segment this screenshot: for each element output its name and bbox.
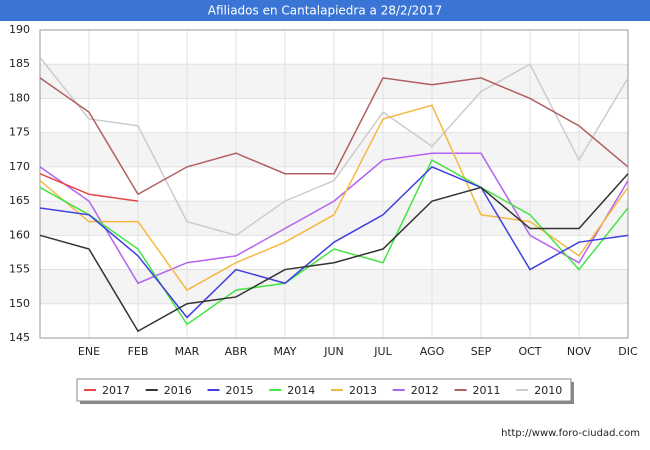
title-bar [0,0,650,21]
legend-label: 2017 [102,384,130,397]
chart-title: Afiliados en Cantalapiedra a 28/2/2017 [208,4,442,18]
line-series [39,56,629,237]
y-tick-label: 165 [9,194,30,207]
line-series [39,173,139,202]
x-tick-label: JUL [373,345,392,358]
line-series [39,152,629,285]
x-tick-label: NOV [567,345,592,358]
legend-label: 2010 [534,384,562,397]
plot-border [39,29,629,339]
y-tick-label: 185 [9,57,30,70]
x-tick-label: SEP [471,345,492,358]
x-tick-label: OCT [518,345,541,358]
x-tick-label: MAR [175,345,200,358]
line-series [39,77,629,196]
legend-label: 2015 [226,384,254,397]
y-tick-label: 160 [9,228,30,241]
legend-label: 2011 [473,384,501,397]
x-tick-label: FEB [128,345,149,358]
legend-label: 2016 [164,384,192,397]
y-tick-label: 175 [9,126,30,139]
source: http://www.foro-ciudad.com [501,428,640,439]
x-tick-label: ENE [78,345,100,358]
legend-label: 2012 [411,384,439,397]
y-tick-label: 145 [9,331,30,344]
line-series [39,158,629,326]
line-series [39,173,629,333]
x-tick-label: MAY [274,345,297,358]
y-tick-label: 155 [9,263,30,276]
x-tick-label: ABR [225,345,248,358]
x-tick-label: JUN [323,345,344,358]
line-series [39,166,629,319]
x-tick-label: DIC [618,345,638,358]
x-tick-label: AGO [420,345,445,358]
y-tick-label: 150 [9,297,30,310]
y-tick-label: 170 [9,160,30,173]
legend-box [76,378,572,402]
legend-label: 2013 [349,384,377,397]
line-series [39,104,629,292]
legend-label: 2014 [287,384,315,397]
y-tick-label: 190 [9,23,30,36]
y-tick-label: 180 [9,91,30,104]
